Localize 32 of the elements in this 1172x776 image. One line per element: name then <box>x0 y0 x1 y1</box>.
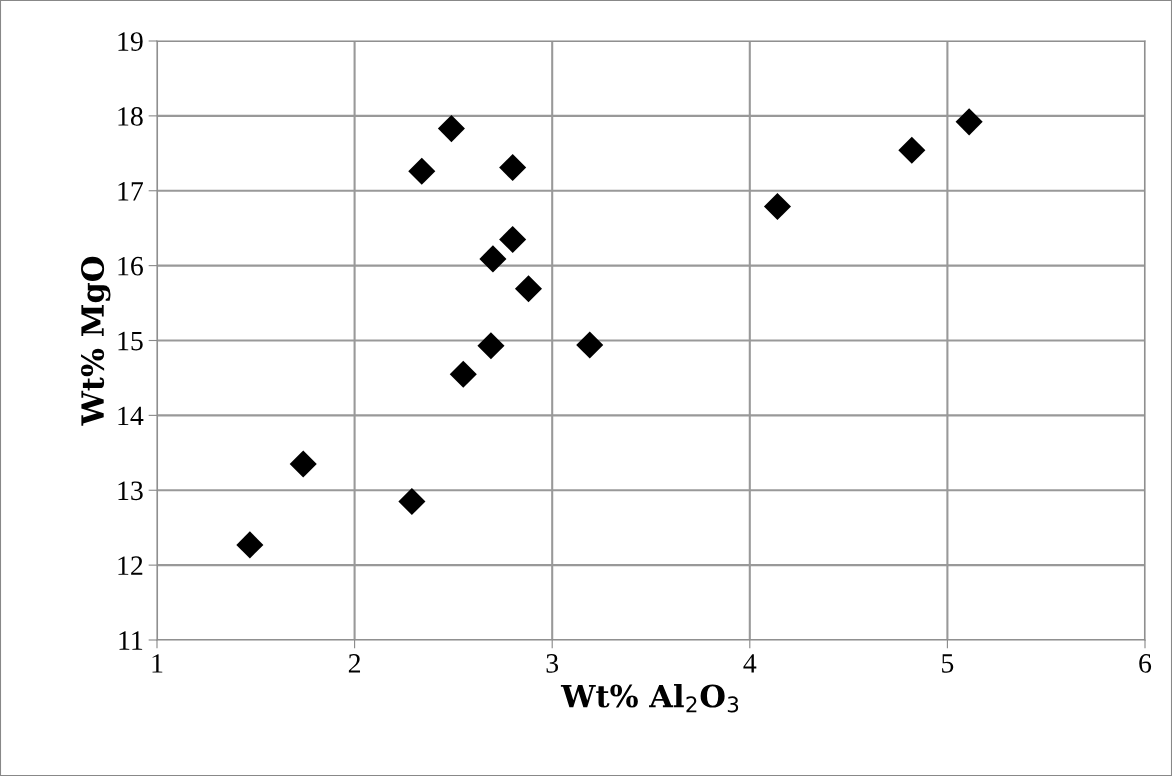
point <box>955 108 983 136</box>
x-tick-label: 1 <box>152 654 163 673</box>
x-tick-label: 2 <box>348 654 361 673</box>
point <box>449 360 477 388</box>
y-tick-label: 11 <box>119 631 143 650</box>
point <box>289 450 317 478</box>
point <box>576 331 604 359</box>
y-tick-label: 13 <box>118 481 143 501</box>
y-tick-label: 17 <box>118 182 144 201</box>
x-axis-title: Wt% Al$_{2}$O$_{3}$ <box>560 683 739 713</box>
y-tick-label: 18 <box>118 107 143 126</box>
y-tick-label: 19 <box>118 32 143 51</box>
y-tick-label: 12 <box>118 556 143 575</box>
point <box>514 275 543 303</box>
point <box>236 531 264 559</box>
point <box>763 192 791 221</box>
point <box>408 157 436 185</box>
point <box>479 245 507 273</box>
y-axis-title: Wt% MgO <box>81 256 111 426</box>
x-tick-label: 3 <box>546 654 559 673</box>
point <box>499 154 527 182</box>
point <box>398 487 426 516</box>
x-tick-label: 4 <box>743 654 757 673</box>
y-tick-label: 14 <box>118 406 144 426</box>
point <box>437 115 465 143</box>
y-tick-label: 16 <box>118 256 143 276</box>
x-tick-label: 6 <box>1139 654 1152 673</box>
y-tick-label: 15 <box>118 331 143 351</box>
point <box>499 225 527 253</box>
point <box>898 136 926 164</box>
x-tick-label: 5 <box>942 654 954 673</box>
point <box>477 332 505 360</box>
